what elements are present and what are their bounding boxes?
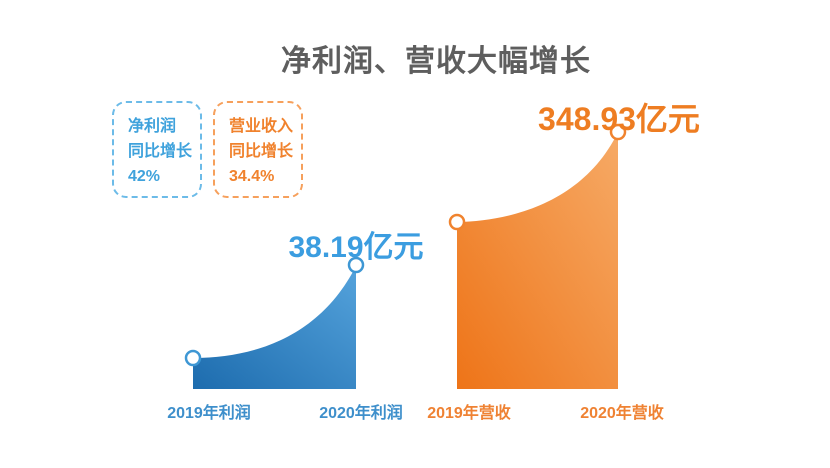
revenue-2020-value-label: 348.93亿元 <box>538 101 700 137</box>
profit-badge-line2: 同比增长 <box>128 143 193 160</box>
profit-2020-marker <box>347 256 365 274</box>
revenue-growth-badge: 营业收入 同比增长 34.4% <box>213 101 303 198</box>
x-label-profit-2019: 2019年利润 <box>167 405 251 422</box>
chart-title: 净利润、营收大幅增长 <box>281 45 591 78</box>
x-label-revenue-2020: 2020年营收 <box>580 405 664 422</box>
profit-badge-growth-value: 42% <box>128 168 161 185</box>
profit-2020-value-label: 38.19亿元 <box>288 231 424 264</box>
revenue-badge-line1: 营业收入 <box>229 118 294 135</box>
revenue-area-shape <box>457 132 618 389</box>
profit-area-shape <box>193 266 356 389</box>
x-label-profit-2020: 2020年利润 <box>319 405 403 422</box>
profit-2019-marker <box>184 349 202 367</box>
x-label-revenue-2019: 2019年营收 <box>427 405 511 422</box>
revenue-2019-marker <box>448 213 466 231</box>
revenue-badge-growth-value: 34.4% <box>229 168 275 185</box>
profit-growth-badge: 净利润 同比增长 42% <box>112 101 202 198</box>
revenue-2020-marker <box>609 123 627 141</box>
revenue-badge-line2: 同比增长 <box>229 143 294 160</box>
profit-badge-line1: 净利润 <box>128 118 177 135</box>
